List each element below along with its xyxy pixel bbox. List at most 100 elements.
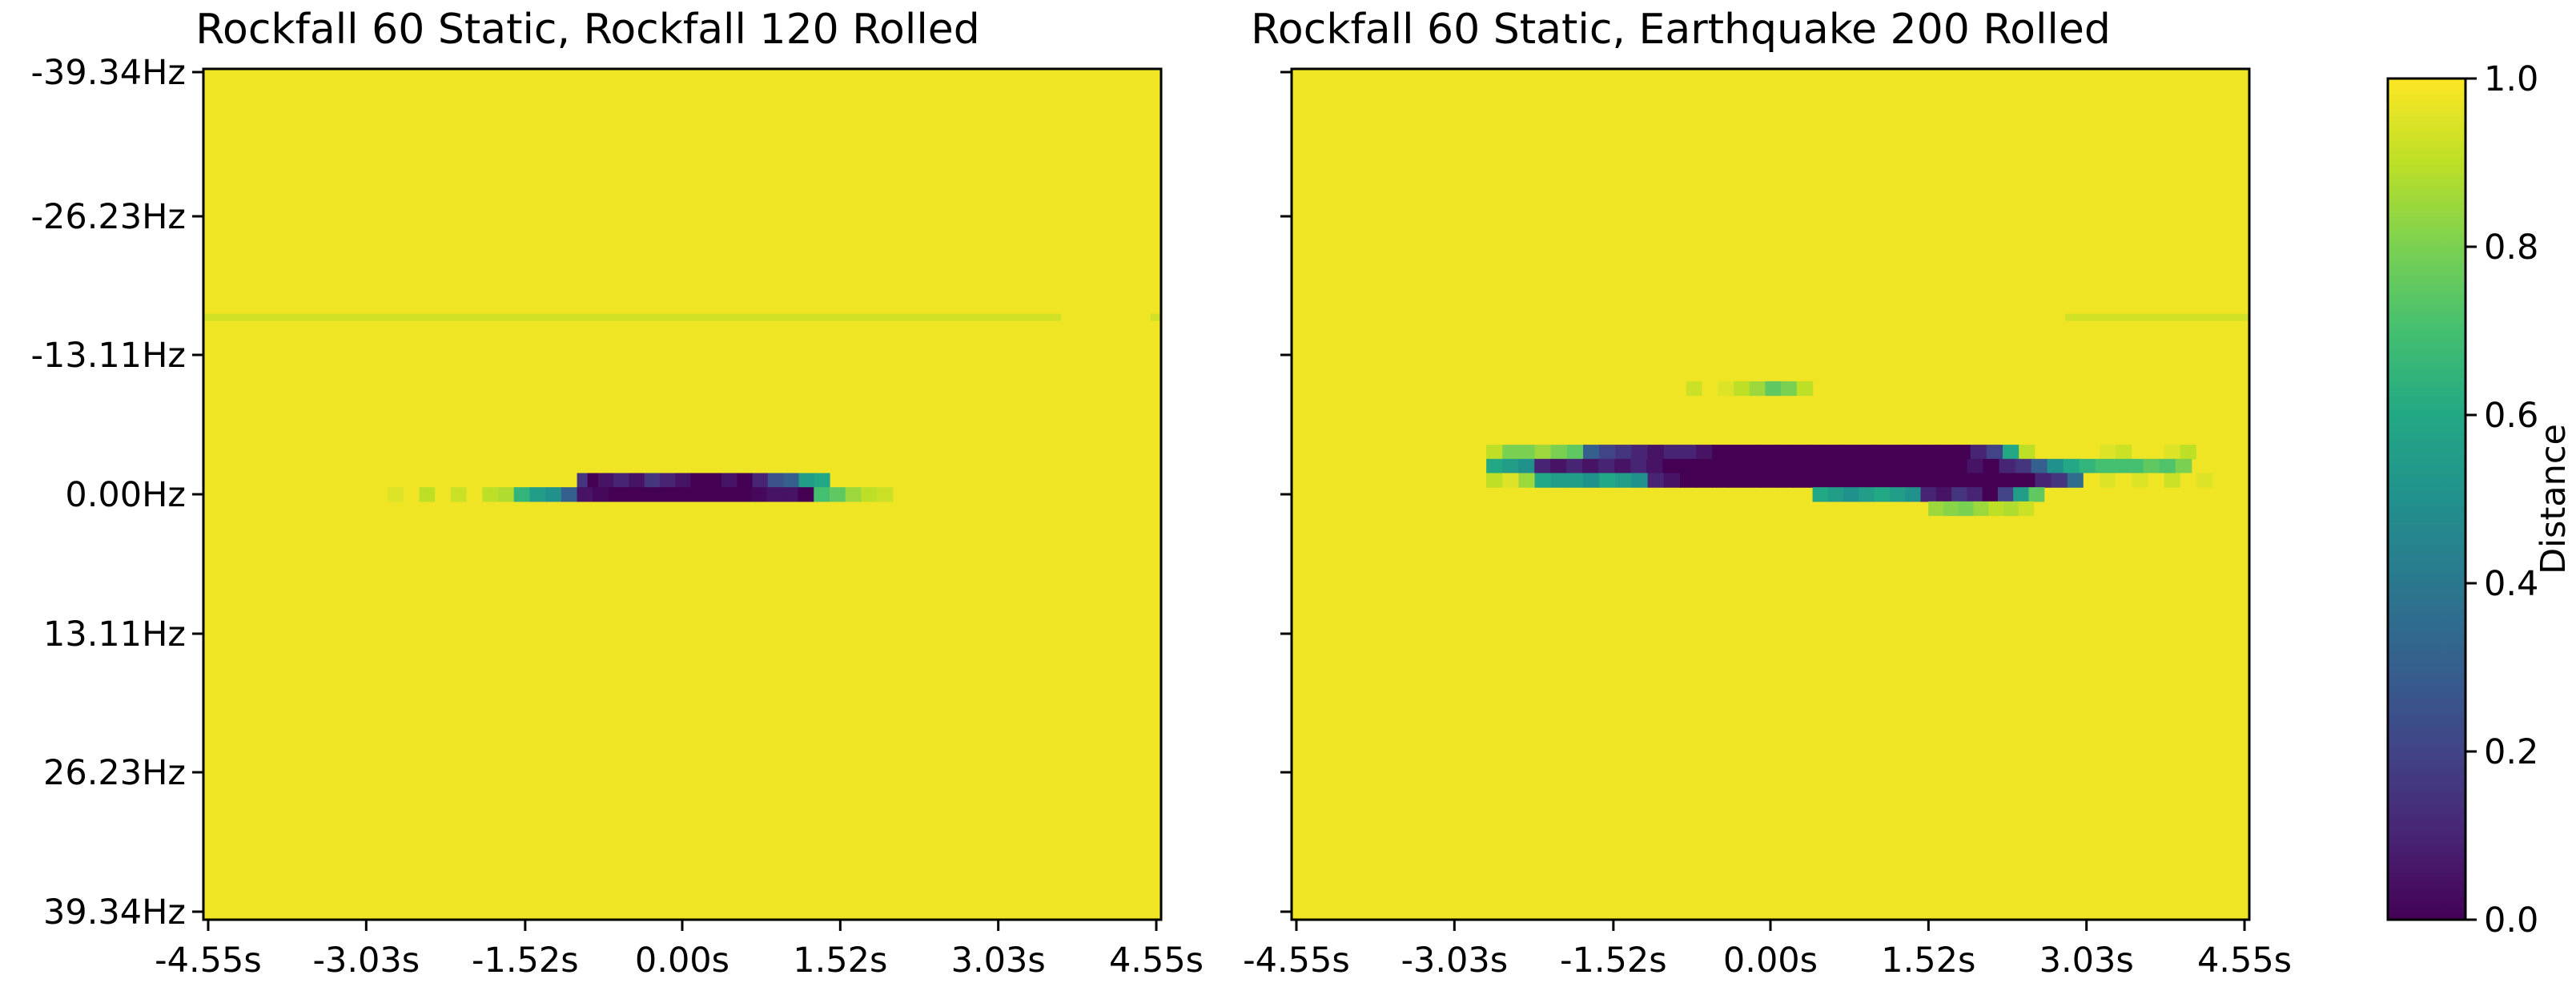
- heatmap-cell: [1938, 445, 1955, 460]
- colorbar-gradient: [2388, 79, 2465, 920]
- heatmap-panel-left: Rockfall 60 Static, Rockfall 120 Rolled …: [30, 6, 1204, 981]
- heatmap-cell: [640, 487, 657, 502]
- heatmap-cell: [1631, 445, 1649, 460]
- heatmap-cell: [1678, 458, 1695, 474]
- heatmap-cell: [1906, 473, 1923, 488]
- heatmap-cell: [845, 487, 862, 502]
- heatmap-cell: [1873, 445, 1891, 460]
- heatmap-cell: [1809, 473, 1826, 488]
- heatmap-cell: [644, 473, 661, 488]
- heatmap-cell: [1796, 381, 1814, 397]
- x-tick-label: -4.55s: [155, 941, 262, 981]
- x-tick-label: 1.52s: [793, 941, 887, 981]
- colorbar-frame: [2386, 77, 2467, 921]
- heatmap-cell: [1582, 458, 1599, 474]
- heatmap-band: [203, 313, 1062, 321]
- x-tick-label: -3.03s: [312, 941, 420, 981]
- heatmap-cell: [577, 487, 593, 502]
- heatmap-cell: [1726, 458, 1743, 474]
- heatmap-cell: [2051, 445, 2068, 460]
- heatmap-cell: [1855, 458, 1872, 474]
- heatmap-cell: [2132, 445, 2148, 460]
- heatmap-cell: [2132, 473, 2148, 488]
- heatmap-cell: [2095, 458, 2112, 474]
- heatmap-cell: [2196, 473, 2213, 488]
- heatmap-cell: [1986, 445, 2003, 460]
- heatmap-cell: [1734, 381, 1750, 397]
- heatmap-cell: [1518, 473, 1536, 488]
- heatmap-cell: [1843, 487, 1859, 502]
- heatmap-cell: [1997, 487, 2014, 502]
- heatmap-cell: [1486, 458, 1503, 474]
- colorbar-tick-label: 1.0: [2484, 59, 2538, 99]
- heatmap-cell: [2083, 473, 2100, 488]
- x-tick-label: 4.55s: [1109, 941, 1204, 981]
- heatmap-cell: [1825, 473, 1843, 488]
- heatmap-cell: [2003, 501, 2019, 517]
- heatmap-cell: [1958, 501, 1975, 517]
- heatmap-cell: [1760, 445, 1778, 460]
- heatmap-cell: [1887, 458, 1904, 474]
- heatmap-cell: [1905, 487, 1922, 502]
- heatmap-cell: [1951, 487, 1967, 502]
- heatmap-cell: [687, 487, 704, 502]
- heatmap-cell: [1967, 458, 1984, 474]
- heatmap-cell: [1970, 473, 1987, 488]
- heatmap-cell: [1702, 381, 1718, 397]
- heatmap-cell: [2051, 473, 2068, 488]
- heatmap-cell: [2047, 458, 2064, 474]
- heatmap-cell: [1967, 487, 1983, 502]
- heatmap-cell: [1982, 487, 1999, 502]
- heatmap-cell: [624, 487, 641, 502]
- heatmap-cell: [1615, 445, 1633, 460]
- heatmap-cell: [767, 473, 784, 488]
- heatmap-cell: [1954, 473, 1971, 488]
- heatmap-cell: [703, 487, 720, 502]
- heatmap-cell: [1744, 473, 1762, 488]
- heatmap-cell: [2099, 473, 2116, 488]
- heatmap-cell: [1935, 458, 1952, 474]
- heatmap-band: [2065, 313, 2249, 321]
- heatmap-cell: [1954, 445, 1971, 460]
- heatmap-cell: [1889, 473, 1907, 488]
- heatmap-cell: [1922, 445, 1939, 460]
- heatmap-cell: [1935, 487, 1952, 502]
- heatmap-cell: [1599, 445, 1616, 460]
- heatmap-cell: [861, 487, 878, 502]
- heatmap-cell: [1986, 473, 2003, 488]
- heatmap-cell: [1749, 381, 1766, 397]
- heatmap-cell: [1486, 445, 1503, 460]
- heatmap-cell: [656, 487, 673, 502]
- heatmap-cell: [1566, 445, 1584, 460]
- heatmap-cell: [1728, 473, 1746, 488]
- heatmap-cell: [1534, 473, 1552, 488]
- heatmap-cell: [1827, 487, 1844, 502]
- heatmap-cell: [1920, 487, 1937, 502]
- y-tick-label: 0.00Hz: [65, 475, 186, 515]
- heatmap-cell: [498, 487, 515, 502]
- heatmap-cell: [613, 473, 630, 488]
- heatmap-cell: [798, 473, 815, 488]
- heatmap-cell: [2019, 473, 2035, 488]
- heatmap-cell: [1841, 445, 1859, 460]
- heatmap-cell: [1502, 473, 1520, 488]
- heatmap-cell: [814, 473, 830, 488]
- heatmap-cell: [721, 473, 737, 488]
- x-tick-label: -1.52s: [1560, 941, 1667, 981]
- y-tick-label: 26.23Hz: [43, 753, 186, 793]
- heatmap-cell: [2143, 458, 2160, 474]
- x-axis-left: -4.55s -3.03s -1.52s 0.00s 1.52s 3.03s 4.55s: [155, 920, 1204, 981]
- heatmap-cell: [1760, 473, 1778, 488]
- heatmap-cell: [1871, 458, 1888, 474]
- heatmap-cell: [1646, 458, 1663, 474]
- heatmap-cell: [482, 487, 499, 502]
- y-axis-right: [1280, 70, 1292, 913]
- heatmap-cell: [1943, 501, 1959, 517]
- heatmap-cell: [1928, 501, 1944, 517]
- heatmap-cell: [1774, 458, 1791, 474]
- heatmap-cell: [1790, 458, 1808, 474]
- heatmap-cell: [1809, 445, 1826, 460]
- heatmap-cell: [2083, 445, 2100, 460]
- heatmap-cell: [798, 487, 814, 502]
- x-tick-label: -3.03s: [1401, 941, 1508, 981]
